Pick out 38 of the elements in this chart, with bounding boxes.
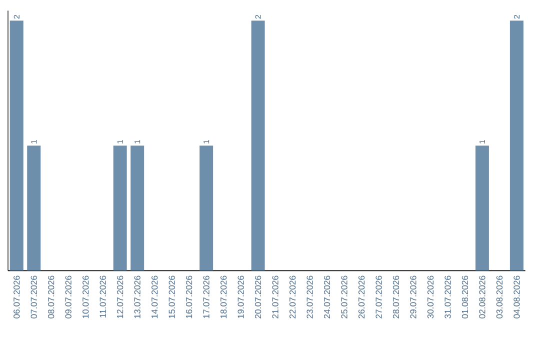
x-tick-label: 28.07.2026: [392, 276, 400, 318]
data-label: 2: [255, 15, 261, 19]
x-tick-label: 24.07.2026: [324, 276, 330, 318]
x-tick-label: 22.07.2026: [289, 276, 296, 318]
data-label: 1: [31, 140, 37, 144]
x-tick-label: 02.08.2026: [479, 276, 486, 318]
x-tick-label: 09.07.2026: [65, 276, 72, 318]
x-tick-label: 21.07.2026: [272, 276, 278, 318]
x-tick-label: 16.07.2026: [186, 276, 192, 318]
x-tick-label: 12.07.2026: [117, 276, 124, 318]
data-label: 1: [134, 140, 140, 144]
x-tick-label: 08.07.2026: [48, 276, 54, 318]
x-tick-label: 04.08.2026: [514, 276, 520, 318]
x-tick-label: 29.07.2026: [410, 276, 416, 318]
x-tick-label: 31.07.2026: [444, 276, 451, 318]
x-tick-label: 17.07.2026: [203, 276, 210, 318]
x-tick-label: 03.08.2026: [496, 276, 503, 318]
data-label: 1: [204, 140, 210, 144]
x-tick-label: 25.07.2026: [341, 276, 348, 318]
data-label: 2: [514, 15, 520, 19]
x-tick-label: 15.07.2026: [168, 276, 175, 318]
x-tick-label: 20.07.2026: [254, 276, 262, 318]
x-tick-label: 30.07.2026: [427, 276, 434, 318]
x-tick-label: 07.07.2026: [30, 276, 37, 318]
x-tick-label: 11.07.2026: [100, 276, 106, 318]
x-tick-label: 19.07.2026: [238, 276, 244, 318]
x-tick-label: 23.07.2026: [306, 276, 313, 318]
x-tick-label: 10.07.2026: [82, 276, 89, 318]
x-tick-label: 26.07.2026: [358, 276, 365, 318]
x-tick-label: 27.07.2026: [376, 276, 382, 318]
x-tick-label: 06.07.2026: [14, 276, 20, 318]
data-label: 1: [479, 140, 485, 144]
x-tick-label: 01.08.2026: [462, 276, 468, 318]
data-label: 2: [14, 15, 20, 19]
x-tick-label: 14.07.2026: [152, 276, 158, 318]
x-tick-label: 18.07.2026: [220, 276, 227, 318]
data-label: 1: [117, 140, 123, 144]
x-tick-label: 13.07.2026: [134, 276, 140, 318]
